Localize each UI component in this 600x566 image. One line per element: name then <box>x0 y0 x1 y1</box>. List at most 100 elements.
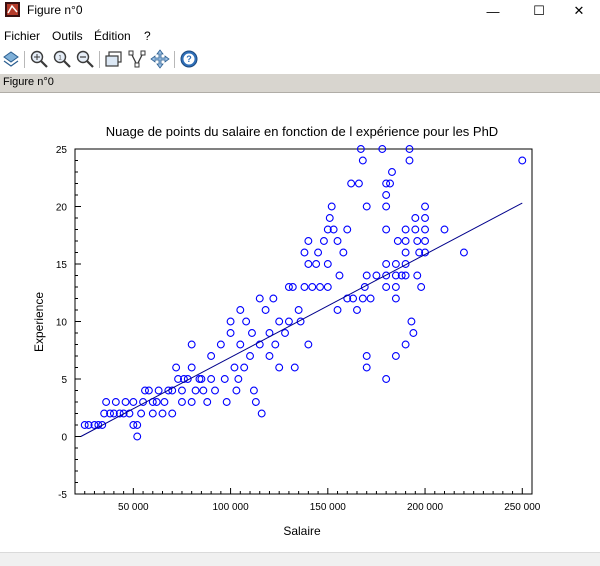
y-tick-label: 15 <box>56 260 68 271</box>
status-bar <box>0 552 600 566</box>
scatter-point <box>411 214 420 222</box>
scatter-point <box>378 145 387 153</box>
scatter-point <box>391 271 400 280</box>
window-title: Figure n°0 <box>27 3 83 17</box>
scatter-point <box>421 237 429 245</box>
scatter-point <box>236 306 245 314</box>
title-bar: Figure n°0 — ☐ ✕ <box>0 0 600 22</box>
svg-text:1: 1 <box>58 56 62 62</box>
toolbar-separator <box>24 51 25 68</box>
pan-icon[interactable] <box>150 49 170 69</box>
scatter-point <box>100 409 109 418</box>
scatter-point <box>148 409 157 418</box>
menu-help[interactable]: ? <box>144 29 151 43</box>
scatter-point <box>207 352 216 360</box>
scatter-point <box>382 179 391 188</box>
scatter-point <box>391 294 400 303</box>
scatter-point <box>90 421 99 429</box>
zoom-in-icon[interactable] <box>29 49 49 69</box>
scatter-point <box>405 145 414 153</box>
scatter-point <box>382 225 391 234</box>
scatter-point <box>294 306 303 314</box>
chart-title: Nuage de points du salaire en fonction d… <box>106 124 498 139</box>
scatter-point <box>261 306 270 314</box>
scatter-point <box>388 168 396 176</box>
scatter-point <box>246 352 254 360</box>
x-tick-label: 50 000 <box>118 502 149 513</box>
scatter-point <box>98 421 107 429</box>
scatter-point <box>84 421 93 429</box>
scatter-point <box>358 156 367 165</box>
scatter-point <box>271 340 280 349</box>
scatter-point <box>296 317 305 326</box>
scatter-point <box>401 340 410 349</box>
figure-tab[interactable]: Figure n°0 <box>0 74 600 93</box>
scatter-point <box>152 398 161 406</box>
scatter-point <box>248 329 256 337</box>
scatter-point <box>347 179 356 188</box>
scatter-point <box>164 386 173 395</box>
zoom-reset-icon[interactable]: 1 <box>52 49 72 69</box>
scatter-point <box>401 248 410 257</box>
scatter-point <box>178 398 186 406</box>
minimize-button[interactable]: — <box>486 3 500 19</box>
scatter-point <box>335 271 344 280</box>
scatter-point <box>290 363 299 372</box>
scatter-point <box>314 248 323 257</box>
scatter-point <box>358 294 367 303</box>
data-tip-icon[interactable] <box>127 49 147 69</box>
scatter-point <box>121 398 130 406</box>
scatter-point <box>421 202 429 211</box>
x-axis-label: Salaire <box>283 524 321 538</box>
y-tick-label: 10 <box>56 318 68 329</box>
scatter-point <box>178 386 186 395</box>
scatter-point <box>187 398 196 406</box>
scatter-point <box>275 363 284 372</box>
scatter-point <box>236 340 245 349</box>
scatter-point <box>133 421 142 429</box>
scilab-app-icon <box>5 2 20 17</box>
scatter-point <box>129 398 138 406</box>
rotate-icon[interactable] <box>1 49 21 69</box>
y-tick-label: 25 <box>56 145 68 156</box>
scatter-point <box>137 409 146 418</box>
scatter-point <box>141 386 149 395</box>
scatter-point <box>362 363 371 372</box>
scatter-point <box>183 375 192 383</box>
zoom-out-icon[interactable] <box>75 49 95 69</box>
scatter-point <box>382 283 391 291</box>
help-icon[interactable]: ? <box>179 49 199 69</box>
x-tick-label: 200 000 <box>407 502 444 513</box>
scatter-point <box>391 283 400 291</box>
maximize-button[interactable]: ☐ <box>533 3 545 18</box>
menu-bar: Fichier Outils Édition ? <box>0 26 600 46</box>
scatter-point <box>199 386 208 395</box>
data-series <box>80 145 527 441</box>
y-tick-label: 5 <box>61 375 67 386</box>
menu-edition[interactable]: Édition <box>94 29 131 43</box>
scatter-point <box>401 271 410 280</box>
close-button[interactable]: ✕ <box>573 3 585 18</box>
scatter-point <box>240 363 249 372</box>
scatter-point <box>187 340 196 349</box>
new-window-icon[interactable] <box>104 49 124 69</box>
scatter-point <box>417 283 426 291</box>
scatter-point <box>234 375 243 383</box>
scatter-point <box>288 283 297 291</box>
scatter-point <box>304 340 313 349</box>
scatter-point <box>382 260 391 268</box>
scatter-point <box>356 145 365 153</box>
y-tick-label: 20 <box>56 203 68 214</box>
scatter-point <box>255 340 264 349</box>
scatter-point <box>242 317 251 326</box>
scatter-chart[interactable]: Nuage de points du salaire en fonction d… <box>0 93 600 552</box>
scatter-point <box>393 237 402 245</box>
scatter-point <box>125 409 134 418</box>
menu-fichier[interactable]: Fichier <box>4 29 41 43</box>
scatter-point <box>197 375 206 383</box>
x-tick-label: 250 000 <box>504 502 541 513</box>
scatter-point <box>160 398 169 406</box>
scatter-point <box>413 271 422 280</box>
menu-outils[interactable]: Outils <box>52 29 83 43</box>
scatter-point <box>362 271 371 280</box>
